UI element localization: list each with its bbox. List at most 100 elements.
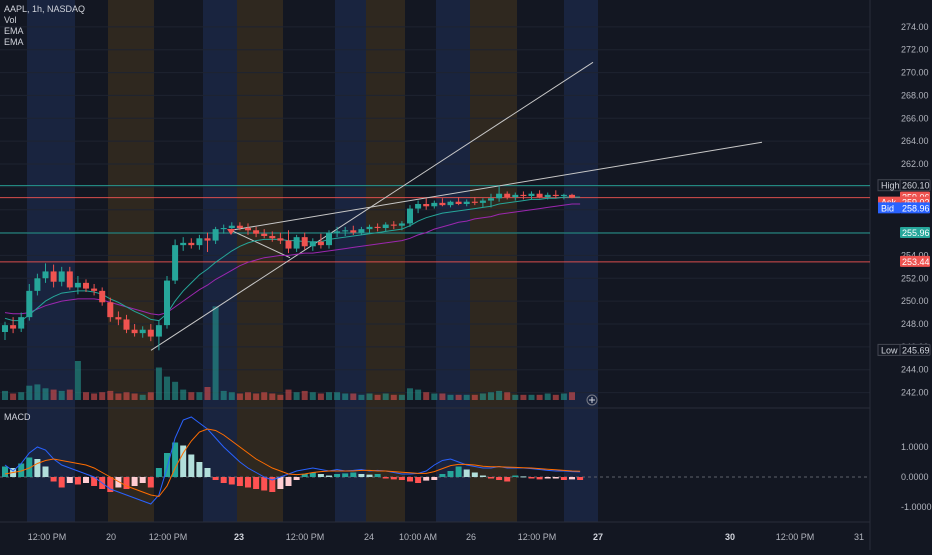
macd-hist-bar-67 [544,477,551,479]
macd-hist-bar-59 [479,475,486,477]
add-plus-icon [586,394,598,406]
volume-bar-12 [99,392,106,400]
candle-body-59 [479,200,486,203]
candle-body-28 [228,225,235,228]
macd-hist-bar-26 [212,477,219,480]
volume-bar-29 [236,393,243,400]
macd-hist-bar-25 [204,468,211,477]
volume-bar-70 [569,392,575,400]
candle-body-49 [398,223,405,226]
volume-bar-13 [107,390,114,400]
price-tick-label-0: 274.00 [901,22,929,32]
volume-bar-24 [196,392,203,400]
ema-legend-2[interactable]: EMA [4,37,24,47]
candle-body-47 [382,224,389,228]
volume-bar-31 [253,393,260,400]
candle-body-48 [390,224,397,226]
volume-bar-55 [447,394,454,400]
price-tag-label-box-4 [878,202,900,214]
volume-legend[interactable]: Vol [4,15,17,25]
candle-body-34 [277,238,284,241]
candle-body-23 [188,242,195,246]
candle-body-30 [245,228,251,231]
volume-bar-44 [358,394,365,400]
macd-hist-bar-33 [269,477,276,492]
candle-body-36 [293,237,300,249]
time-tick-label-5: 24 [364,532,374,542]
macd-hist-bar-55 [447,471,454,477]
volume-bar-9 [74,361,81,400]
volume-bar-3 [26,385,33,400]
candle-body-53 [431,202,438,207]
volume-bar-14 [115,393,122,400]
session-band-1 [27,0,75,522]
macd-hist-bar-18 [147,477,154,488]
candle-body-43 [350,230,357,233]
macd-hist-bar-62 [504,477,511,482]
candle-body-54 [439,202,446,206]
volume-bar-36 [293,392,300,400]
volume-bar-38 [309,392,316,400]
price-tick-label-6: 262.00 [901,159,929,169]
volume-bar-57 [463,394,470,400]
candle-body-38 [309,241,316,247]
candle-body-21 [172,245,179,281]
macd-hist-bar-65 [528,477,535,479]
volume-bar-33 [269,393,276,400]
macd-hist-bar-0 [2,466,8,477]
candle-body-42 [342,230,349,232]
volume-bar-60 [488,392,494,400]
volume-bar-65 [528,394,535,400]
candle-body-14 [115,317,122,320]
price-tick-label-10: 254.00 [901,250,929,260]
volume-bar-25 [204,387,211,400]
ema-legend-1[interactable]: EMA [4,26,24,36]
volume-bar-26 [212,306,219,400]
candle-body-10 [83,282,89,289]
macd-hist-bar-69 [560,477,567,480]
symbol-title[interactable]: AAPL, 1h, NASDAQ [4,4,86,14]
price-tick-label-12: 250.00 [901,296,929,306]
candle-body-15 [123,319,130,330]
time-tick-label-9: 27 [593,532,603,542]
macd-hist-bar-61 [496,477,503,480]
candle-body-9 [74,282,81,288]
macd-hist-bar-13 [107,477,114,492]
macd-hist-bar-6 [50,477,57,482]
session-band-11 [436,0,470,522]
macd-pane-label[interactable]: MACD [4,412,31,422]
macd-hist-bar-15 [123,477,130,489]
trendline-connector [230,229,291,259]
volume-bar-53 [431,393,438,400]
candle-body-32 [261,233,268,236]
candle-body-44 [358,229,365,233]
price-tag-value-4: 258.96 [902,203,930,213]
macd-hist-bar-7 [58,477,65,488]
macd-hist-bar-2 [18,463,25,477]
candle-body-1 [10,325,17,329]
macd-hist-bar-23 [188,454,195,477]
macd-hist-bar-10 [83,477,89,483]
time-tick-label-6: 10:00 AM [399,532,437,542]
volume-bar-8 [66,389,73,400]
macd-hist-bar-32 [261,477,268,491]
volume-bar-6 [50,389,57,400]
candle-body-35 [285,240,292,249]
volume-bar-23 [188,392,195,400]
trendline-upper [230,141,763,231]
time-tick-label-3: 23 [234,532,244,542]
price-tick-label-4: 266.00 [901,113,929,123]
candle-body-39 [317,241,324,246]
macd-hist-bar-42 [342,473,349,477]
candle-body-55 [447,201,454,206]
session-band-14 [564,0,598,522]
candle-body-17 [139,329,146,334]
price-tag-value-6: 253.44 [902,257,930,267]
volume-bar-22 [180,389,187,400]
macd-hist-bar-71 [577,477,584,480]
volume-bar-45 [366,393,373,400]
volume-bar-18 [147,392,154,400]
price-tick-label-5: 264.00 [901,136,929,146]
